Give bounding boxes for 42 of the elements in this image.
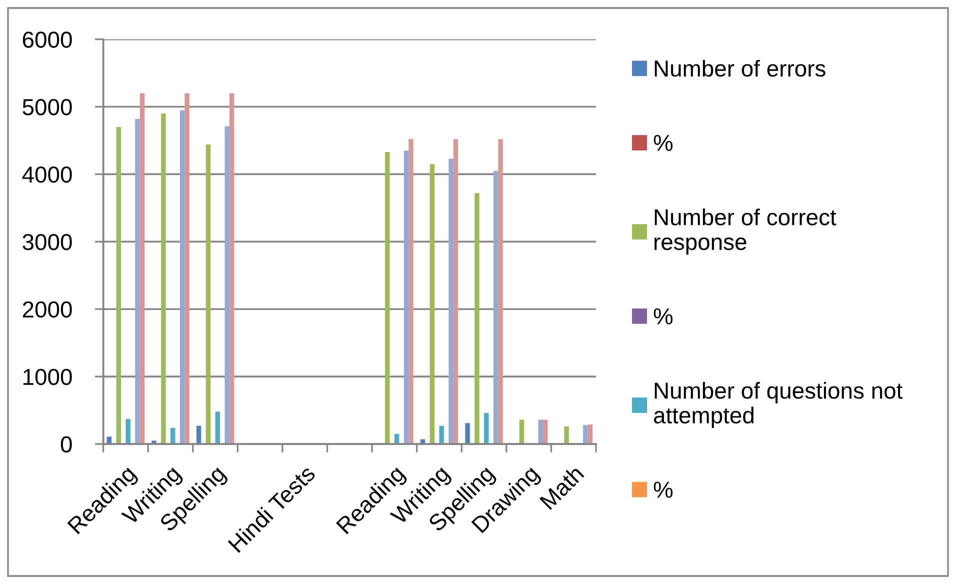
y-tick-label: 0 [60, 436, 72, 453]
bar [161, 113, 166, 444]
bar [474, 193, 480, 444]
bar [126, 419, 130, 444]
bar [498, 139, 503, 444]
bar [224, 126, 230, 444]
y-tick-label: 1000 [24, 368, 72, 386]
legend-label: Number of questions not attempted [654, 382, 903, 428]
bar [135, 118, 140, 444]
bar [140, 93, 145, 444]
bar [215, 412, 220, 444]
bar [229, 93, 234, 444]
bar [408, 139, 414, 444]
legend-label: % [654, 134, 673, 151]
bar [465, 423, 470, 444]
y-tick-label: 6000 [22, 32, 72, 48]
bar [493, 170, 498, 444]
bar [453, 139, 458, 444]
bar [184, 93, 190, 444]
bar [404, 150, 409, 444]
bar [484, 412, 489, 444]
bar [583, 425, 588, 444]
legend-label: Number of correct response [654, 208, 836, 255]
y-tick-label: 3000 [22, 234, 72, 250]
legend-label: % [654, 482, 673, 498]
y-tick-label: 4000 [22, 166, 72, 183]
bar [564, 426, 569, 444]
bar [542, 420, 548, 444]
bar [519, 420, 524, 444]
legend-label: % [654, 308, 673, 324]
bar [116, 126, 121, 444]
y-tick-label: 5000 [22, 99, 72, 116]
bar [430, 164, 435, 444]
bar [538, 420, 543, 444]
bar [588, 424, 592, 444]
bar [448, 158, 454, 444]
legend-label: Number of errors [654, 60, 826, 77]
bar [439, 426, 444, 444]
y-tick-label: 2000 [22, 301, 72, 318]
bar [206, 144, 211, 444]
bar [180, 110, 185, 444]
bar [385, 152, 390, 444]
